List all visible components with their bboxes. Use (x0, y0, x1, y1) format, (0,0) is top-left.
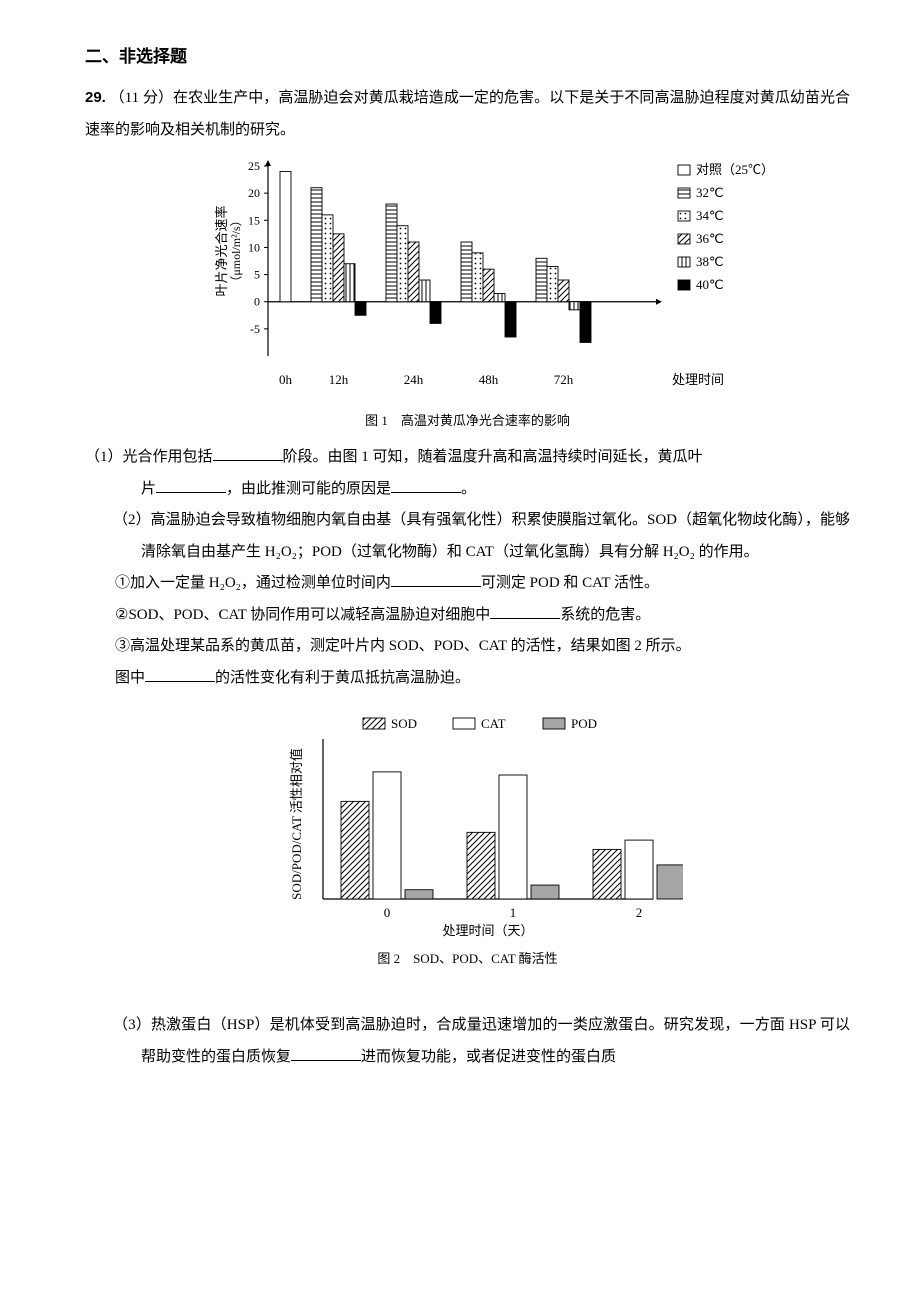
svg-text:40℃: 40℃ (696, 277, 724, 292)
q2-4a: 图中 (115, 670, 145, 686)
svg-text:15: 15 (248, 213, 260, 227)
blank-1-3 (391, 477, 461, 493)
q3-b: 进而恢复功能，或者促进变性的蛋白质 (361, 1049, 616, 1065)
question-intro-text: （11 分）在农业生产中，高温胁迫会对黄瓜栽培造成一定的危害。以下是关于不同高温… (85, 90, 850, 138)
q1-text-c: ，由此推测可能的原因是 (226, 481, 391, 497)
svg-text:处理时间: 处理时间 (671, 372, 723, 387)
svg-text:72h: 72h (553, 372, 573, 387)
figure-1-title: 图 1 高温对黄瓜净光合速率的影响 (85, 408, 850, 434)
blank-1-1 (213, 445, 283, 461)
figure-1-svg: -5 0 5 10 15 20 25 叶片净光合速率（μmol/m²/s） 0h 12h 24h 48… (148, 156, 788, 406)
figure-1: -5 0 5 10 15 20 25 叶片净光合速率（μmol/m²/s） 0h 12h 24h 48… (85, 156, 850, 406)
figure-2-title: 图 2 SOD、POD、CAT 酶活性 (85, 946, 850, 972)
q2-intro: （2）高温胁迫会导致植物细胞内氧自由基（具有强氧化性）积累使膜脂过氧化。SOD（… (85, 505, 850, 568)
blank-1-2 (156, 477, 226, 493)
q2-1b: 可测定 POD 和 CAT 活性。 (481, 575, 659, 591)
svg-text:10: 10 (248, 240, 260, 254)
svg-text:处理时间（天）: 处理时间（天） (442, 923, 533, 938)
svg-text:0: 0 (254, 295, 260, 309)
q3-line: （3）热激蛋白（HSP）是机体受到高温胁迫时，合成量迅速增加的一类应激蛋白。研究… (85, 1010, 850, 1073)
q2-sub3: ③高温处理某品系的黄瓜苗，测定叶片内 SOD、POD、CAT 的活性，结果如图 … (85, 631, 850, 663)
q1-text-b: 阶段。由图 1 可知，随着温度升高和高温持续时间延长，黄瓜叶 (283, 449, 703, 465)
question-intro: 29. （11 分）在农业生产中，高温胁迫会对黄瓜栽培造成一定的危害。以下是关于… (85, 82, 850, 146)
q2-sub1: ①加入一定量 H₂O₂，通过检测单位时间内 可测定 POD 和 CAT 活性。 (85, 568, 850, 600)
svg-text:0: 0 (383, 905, 390, 920)
svg-text:12h: 12h (328, 372, 348, 387)
svg-text:0h: 0h (279, 372, 293, 387)
question-number: 29. (85, 89, 106, 106)
svg-text:SOD/POD/CAT 活性相对值: SOD/POD/CAT 活性相对值 (289, 748, 304, 900)
svg-text:36℃: 36℃ (696, 231, 724, 246)
q2-1a: ①加入一定量 H₂O₂，通过检测单位时间内 (115, 575, 391, 591)
q2-4b: 的活性变化有利于黄瓜抵抗高温胁迫。 (215, 670, 470, 686)
q2-sub4: 图中 的活性变化有利于黄瓜抵抗高温胁迫。 (85, 663, 850, 695)
svg-text:SOD: SOD (391, 716, 417, 731)
svg-text:叶片净光合速率: 叶片净光合速率 (214, 205, 229, 296)
q2-2b: 系统的危害。 (560, 607, 650, 623)
svg-text:5: 5 (254, 268, 260, 282)
q1-text-a: （1）光合作用包括 (85, 449, 213, 465)
q1-cont-prefix: 片 (141, 481, 156, 497)
figure-2-svg: SOD/POD/CAT 活性相对值 0 1 2 处理时间（天） SOD CAT POD (253, 704, 683, 944)
svg-text:34℃: 34℃ (696, 208, 724, 223)
svg-text:48h: 48h (478, 372, 498, 387)
figure-2: SOD/POD/CAT 活性相对值 0 1 2 处理时间（天） SOD CAT POD (85, 704, 850, 944)
svg-text:2: 2 (635, 905, 642, 920)
svg-text:24h: 24h (403, 372, 423, 387)
svg-text:对照（25℃）: 对照（25℃） (696, 162, 774, 177)
blank-2-2 (490, 603, 560, 619)
q1-line2: 片 ，由此推测可能的原因是 。 (85, 474, 850, 506)
svg-text:（μmol/m²/s）: （μmol/m²/s） (229, 214, 243, 287)
blank-2-1 (391, 571, 481, 587)
svg-text:1: 1 (509, 905, 516, 920)
svg-text:32℃: 32℃ (696, 185, 724, 200)
svg-text:20: 20 (248, 186, 260, 200)
q2-sub2: ②SOD、POD、CAT 协同作用可以减轻高温胁迫对细胞中 系统的危害。 (85, 600, 850, 632)
q2-2a: ②SOD、POD、CAT 协同作用可以减轻高温胁迫对细胞中 (115, 607, 490, 623)
svg-text:-5: -5 (250, 322, 260, 336)
svg-text:38℃: 38℃ (696, 254, 724, 269)
section-heading: 二、非选择题 (85, 40, 850, 74)
svg-text:25: 25 (248, 159, 260, 173)
q1-line: （1）光合作用包括 阶段。由图 1 可知，随着温度升高和高温持续时间延长，黄瓜叶 (85, 442, 850, 474)
blank-2-4 (145, 666, 215, 682)
blank-3-1 (291, 1045, 361, 1061)
q1-text-d: 。 (461, 481, 476, 497)
svg-text:POD: POD (571, 716, 597, 731)
svg-text:CAT: CAT (481, 716, 506, 731)
